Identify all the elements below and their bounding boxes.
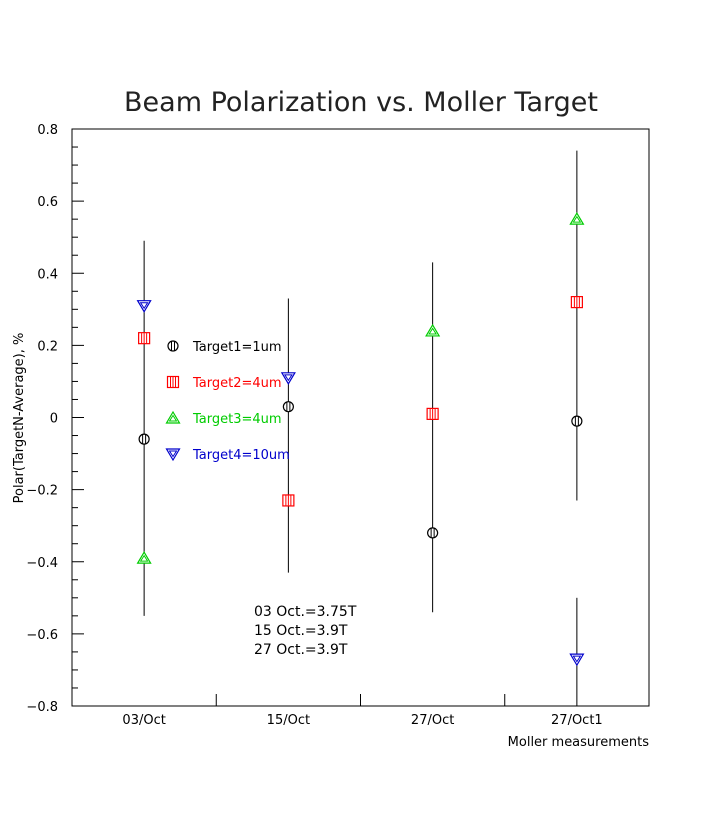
- annotation-text: 15 Oct.=3.9T: [254, 623, 348, 639]
- x-axis: 03/Oct 15/Oct 27/Oct 27/Oct1: [122, 694, 603, 728]
- point-3-03-oct: [136, 550, 152, 564]
- plot-frame: [71, 128, 650, 707]
- point-1-15-oct: [282, 401, 294, 413]
- annotations: 03 Oct.=3.75T 15 Oct.=3.9T 27 Oct.=3.9T: [254, 604, 357, 658]
- point-1-03-oct: [138, 433, 150, 445]
- annotation-text: 03 Oct.=3.75T: [254, 604, 357, 620]
- y-tick-label: −0.6: [26, 628, 58, 643]
- point-2-27-oct1: [570, 296, 583, 309]
- x-tick-label: 03/Oct: [122, 713, 165, 728]
- y-axis: −0.8 −0.6 −0.4 −0.2 0 0.2 0.4 0.6 0.8: [26, 123, 84, 715]
- legend-marker: [167, 340, 179, 352]
- y-tick-label: 0.6: [37, 195, 58, 210]
- point-1-27-oct1: [571, 415, 583, 427]
- y-tick-label: −0.4: [26, 556, 58, 571]
- y-tick-label: −0.8: [26, 700, 58, 715]
- legend-marker: [166, 375, 180, 389]
- x-tick-label: 27/Oct1: [551, 713, 603, 728]
- x-axis-label: Moller measurements: [508, 735, 650, 750]
- point-1-27-oct: [427, 527, 439, 539]
- error-bars: [143, 150, 578, 706]
- x-tick-label: 15/Oct: [267, 713, 310, 728]
- chart-title: Beam Polarization vs. Moller Target: [124, 87, 598, 118]
- point-3-27-oct: [425, 323, 441, 337]
- legend: Target1=1um Target2=4um Target3=4um Target4…: [165, 340, 290, 463]
- y-axis-label: Polar(TargetN-Average), %: [12, 333, 27, 504]
- point-2-03-oct: [138, 332, 151, 345]
- y-tick-label: 0.2: [37, 339, 58, 354]
- y-tick-label: 0: [50, 412, 58, 427]
- annotation-text: 27 Oct.=3.9T: [254, 642, 348, 658]
- point-2-15-oct: [282, 494, 295, 507]
- legend-label: Target1=1um: [192, 340, 282, 355]
- point-4-03-oct: [136, 300, 152, 313]
- legend-marker: [165, 448, 181, 462]
- y-tick-label: −0.2: [26, 484, 58, 499]
- data-points: [136, 211, 585, 667]
- point-3-27-oct1: [569, 211, 585, 225]
- legend-label: Target2=4um: [192, 376, 282, 391]
- legend-marker: [165, 410, 181, 424]
- legend-label: Target4=10um: [192, 448, 290, 463]
- point-4-15-oct: [280, 372, 296, 386]
- point-2-27-oct: [426, 407, 439, 420]
- y-tick-label: 0.4: [37, 267, 58, 282]
- y-tick-label: 0.8: [37, 123, 58, 138]
- point-4-27-oct1: [569, 653, 585, 667]
- legend-label: Target3=4um: [192, 412, 282, 427]
- x-tick-label: 27/Oct: [411, 713, 454, 728]
